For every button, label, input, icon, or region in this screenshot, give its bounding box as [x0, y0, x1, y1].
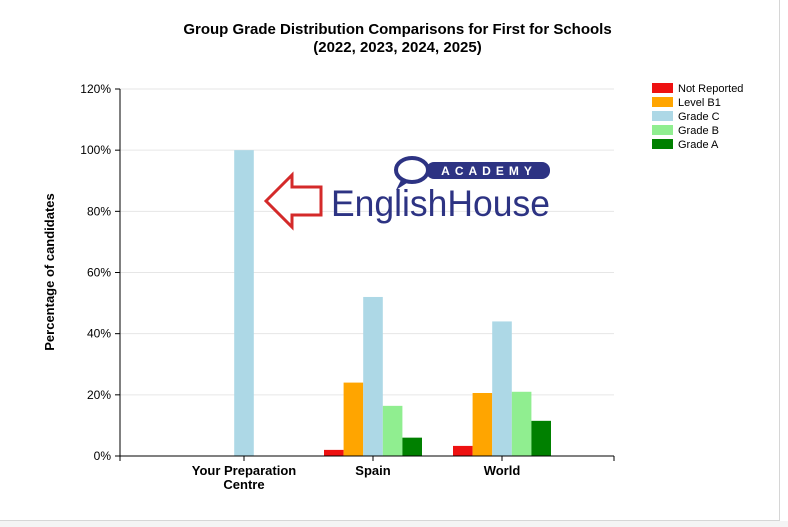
page-bottom-strip	[0, 521, 788, 527]
bar	[511, 391, 532, 456]
bar	[234, 150, 254, 456]
x-tick-label: Centre	[223, 477, 264, 492]
y-tick-label: 80%	[87, 204, 111, 218]
bar	[472, 392, 493, 456]
logo-academy-text: ACADEMY	[441, 164, 537, 178]
legend-swatch	[652, 139, 673, 149]
bar	[531, 420, 551, 456]
legend-label: Grade A	[678, 139, 719, 151]
bar	[324, 449, 344, 456]
bar	[343, 382, 364, 456]
chart-title: Group Grade Distribution Comparisons for…	[183, 21, 612, 38]
x-tick-label: Your Preparation	[192, 463, 297, 478]
x-tick-label: World	[484, 463, 521, 478]
x-tick-label: Spain	[355, 463, 390, 478]
chart-frame	[0, 0, 780, 521]
legend-label: Level B1	[678, 97, 721, 109]
legend-label: Grade C	[678, 111, 720, 123]
logo-speech-bubble	[394, 156, 430, 184]
left-arrow-icon	[263, 171, 323, 231]
y-axis-label: Percentage of candidates	[42, 193, 57, 351]
y-tick-label: 20%	[87, 388, 111, 402]
legend-swatch	[652, 97, 673, 107]
y-tick-label: 60%	[87, 266, 111, 280]
legend-label: Not Reported	[678, 83, 743, 95]
legend-swatch	[652, 125, 673, 135]
bar	[402, 437, 422, 456]
y-tick-label: 120%	[80, 82, 111, 96]
y-tick-label: 0%	[94, 449, 112, 463]
chart-subtitle: (2022, 2023, 2024, 2025)	[313, 39, 482, 56]
logo-bubble-tail	[396, 178, 410, 190]
legend-swatch	[652, 111, 673, 121]
bar	[363, 296, 383, 456]
bar	[492, 321, 512, 456]
logo-banner	[426, 162, 550, 179]
bar	[382, 405, 403, 456]
y-tick-label: 40%	[87, 327, 111, 341]
y-tick-label: 100%	[80, 143, 111, 157]
englishhouse-logo: ACADEMY EnglishHouse	[263, 156, 550, 231]
legend-swatch	[652, 83, 673, 93]
legend-label: Grade B	[678, 125, 719, 137]
logo-main-text: EnglishHouse	[331, 183, 550, 224]
bar	[453, 445, 473, 456]
